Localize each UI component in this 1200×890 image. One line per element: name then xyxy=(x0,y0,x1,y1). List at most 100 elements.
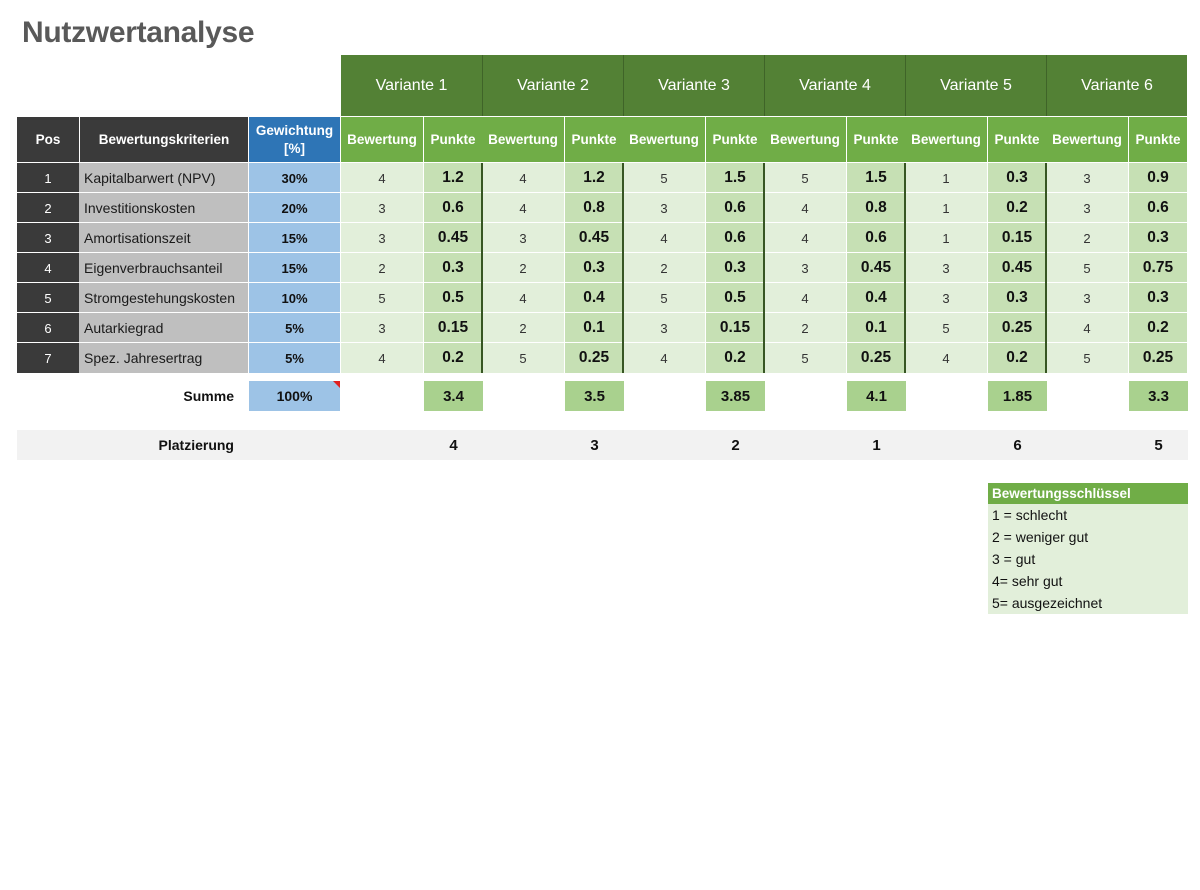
legend-item[interactable]: 4= sehr gut xyxy=(988,570,1188,592)
column-header-criteria[interactable]: Bewertungskriterien xyxy=(80,117,248,162)
row-weight[interactable]: 5% xyxy=(249,313,340,343)
rating-cell[interactable]: 2 xyxy=(623,253,705,283)
rating-cell[interactable]: 4 xyxy=(482,163,564,193)
variant-header-3[interactable]: Variante 3 xyxy=(623,55,764,116)
points-cell[interactable]: 1.2 xyxy=(565,163,623,193)
rating-cell[interactable]: 1 xyxy=(905,163,987,193)
points-cell[interactable]: 0.9 xyxy=(1129,163,1187,193)
legend-item[interactable]: 5= ausgezeichnet xyxy=(988,592,1188,614)
ranking-cell[interactable]: 2 xyxy=(731,436,740,454)
rating-cell[interactable]: 3 xyxy=(764,253,846,283)
row-pos[interactable]: 6 xyxy=(17,313,79,343)
rating-cell[interactable]: 5 xyxy=(1046,343,1128,373)
row-criterion[interactable]: Investitionskosten xyxy=(79,193,248,223)
rating-cell[interactable]: 5 xyxy=(764,343,846,373)
column-header-rating[interactable]: Bewertung xyxy=(1046,117,1128,162)
points-cell[interactable]: 1.5 xyxy=(706,163,764,193)
points-cell[interactable]: 0.75 xyxy=(1129,253,1187,283)
points-cell[interactable]: 1.5 xyxy=(847,163,905,193)
points-cell[interactable]: 0.5 xyxy=(424,283,482,313)
rating-cell[interactable]: 3 xyxy=(623,313,705,343)
row-criterion[interactable]: Spez. Jahresertrag xyxy=(79,343,248,373)
legend-item[interactable]: 3 = gut xyxy=(988,548,1188,570)
row-weight[interactable]: 15% xyxy=(249,253,340,283)
rating-cell[interactable]: 4 xyxy=(341,343,423,373)
row-criterion[interactable]: Kapitalbarwert (NPV) xyxy=(79,163,248,193)
points-cell[interactable]: 0.25 xyxy=(847,343,905,373)
points-cell[interactable]: 0.4 xyxy=(565,283,623,313)
comment-indicator-icon[interactable] xyxy=(333,381,340,388)
points-cell[interactable]: 0.15 xyxy=(988,223,1046,253)
rating-cell[interactable]: 4 xyxy=(482,283,564,313)
rating-cell[interactable]: 4 xyxy=(764,193,846,223)
points-cell[interactable]: 0.8 xyxy=(847,193,905,223)
row-weight[interactable]: 15% xyxy=(249,223,340,253)
row-criterion[interactable]: Eigenverbrauchsanteil xyxy=(79,253,248,283)
points-cell[interactable]: 0.5 xyxy=(706,283,764,313)
rating-cell[interactable]: 2 xyxy=(482,313,564,343)
points-cell[interactable]: 0.15 xyxy=(706,313,764,343)
column-header-points[interactable]: Punkte xyxy=(988,117,1046,162)
rating-cell[interactable]: 3 xyxy=(341,223,423,253)
row-pos[interactable]: 5 xyxy=(17,283,79,313)
rating-cell[interactable]: 2 xyxy=(764,313,846,343)
legend-item[interactable]: 1 = schlecht xyxy=(988,504,1188,526)
column-header-rating[interactable]: Bewertung xyxy=(341,117,423,162)
points-cell[interactable]: 0.3 xyxy=(988,163,1046,193)
rating-cell[interactable]: 5 xyxy=(764,163,846,193)
variant-header-1[interactable]: Variante 1 xyxy=(341,55,482,116)
rating-cell[interactable]: 2 xyxy=(341,253,423,283)
variant-header-5[interactable]: Variante 5 xyxy=(905,55,1046,116)
points-cell[interactable]: 0.3 xyxy=(1129,283,1187,313)
row-weight[interactable]: 30% xyxy=(249,163,340,193)
points-cell[interactable]: 0.45 xyxy=(847,253,905,283)
points-cell[interactable]: 0.25 xyxy=(1129,343,1187,373)
rating-cell[interactable]: 3 xyxy=(482,223,564,253)
points-cell[interactable]: 0.25 xyxy=(565,343,623,373)
row-weight[interactable]: 20% xyxy=(249,193,340,223)
rating-cell[interactable]: 3 xyxy=(1046,193,1128,223)
rating-cell[interactable]: 4 xyxy=(623,343,705,373)
variant-header-2[interactable]: Variante 2 xyxy=(482,55,623,116)
sum-cell[interactable]: 1.85 xyxy=(988,381,1047,411)
column-header-points[interactable]: Punkte xyxy=(424,117,482,162)
points-cell[interactable]: 0.6 xyxy=(706,193,764,223)
row-criterion[interactable]: Stromgestehungskosten xyxy=(79,283,248,313)
rating-cell[interactable]: 4 xyxy=(623,223,705,253)
rating-cell[interactable]: 3 xyxy=(341,313,423,343)
ranking-cell[interactable]: 1 xyxy=(872,436,881,454)
sum-cell[interactable]: 3.3 xyxy=(1129,381,1188,411)
rating-cell[interactable]: 2 xyxy=(482,253,564,283)
weight-total-cell[interactable]: 100% xyxy=(249,381,340,411)
points-cell[interactable]: 0.6 xyxy=(847,223,905,253)
row-pos[interactable]: 2 xyxy=(17,193,79,223)
rating-cell[interactable]: 4 xyxy=(905,343,987,373)
rating-cell[interactable]: 5 xyxy=(341,283,423,313)
rating-cell[interactable]: 3 xyxy=(905,283,987,313)
column-header-weight[interactable]: Gewichtung [%] xyxy=(249,117,340,162)
points-cell[interactable]: 0.2 xyxy=(424,343,482,373)
points-cell[interactable]: 0.3 xyxy=(1129,223,1187,253)
rating-cell[interactable]: 3 xyxy=(1046,163,1128,193)
ranking-cell[interactable]: 3 xyxy=(590,436,599,454)
points-cell[interactable]: 0.25 xyxy=(988,313,1046,343)
variant-header-4[interactable]: Variante 4 xyxy=(764,55,905,116)
column-header-rating[interactable]: Bewertung xyxy=(905,117,987,162)
points-cell[interactable]: 0.6 xyxy=(424,193,482,223)
row-weight[interactable]: 10% xyxy=(249,283,340,313)
row-pos[interactable]: 3 xyxy=(17,223,79,253)
points-cell[interactable]: 0.6 xyxy=(1129,193,1187,223)
column-header-points[interactable]: Punkte xyxy=(565,117,623,162)
row-pos[interactable]: 1 xyxy=(17,163,79,193)
sum-cell[interactable]: 3.85 xyxy=(706,381,765,411)
points-cell[interactable]: 0.2 xyxy=(1129,313,1187,343)
points-cell[interactable]: 0.2 xyxy=(988,193,1046,223)
column-header-rating[interactable]: Bewertung xyxy=(482,117,564,162)
row-criterion[interactable]: Autarkiegrad xyxy=(79,313,248,343)
rating-cell[interactable]: 5 xyxy=(623,163,705,193)
points-cell[interactable]: 0.3 xyxy=(565,253,623,283)
rating-cell[interactable]: 5 xyxy=(623,283,705,313)
ranking-cell[interactable]: 6 xyxy=(1013,436,1022,454)
points-cell[interactable]: 0.2 xyxy=(988,343,1046,373)
rating-cell[interactable]: 4 xyxy=(764,283,846,313)
